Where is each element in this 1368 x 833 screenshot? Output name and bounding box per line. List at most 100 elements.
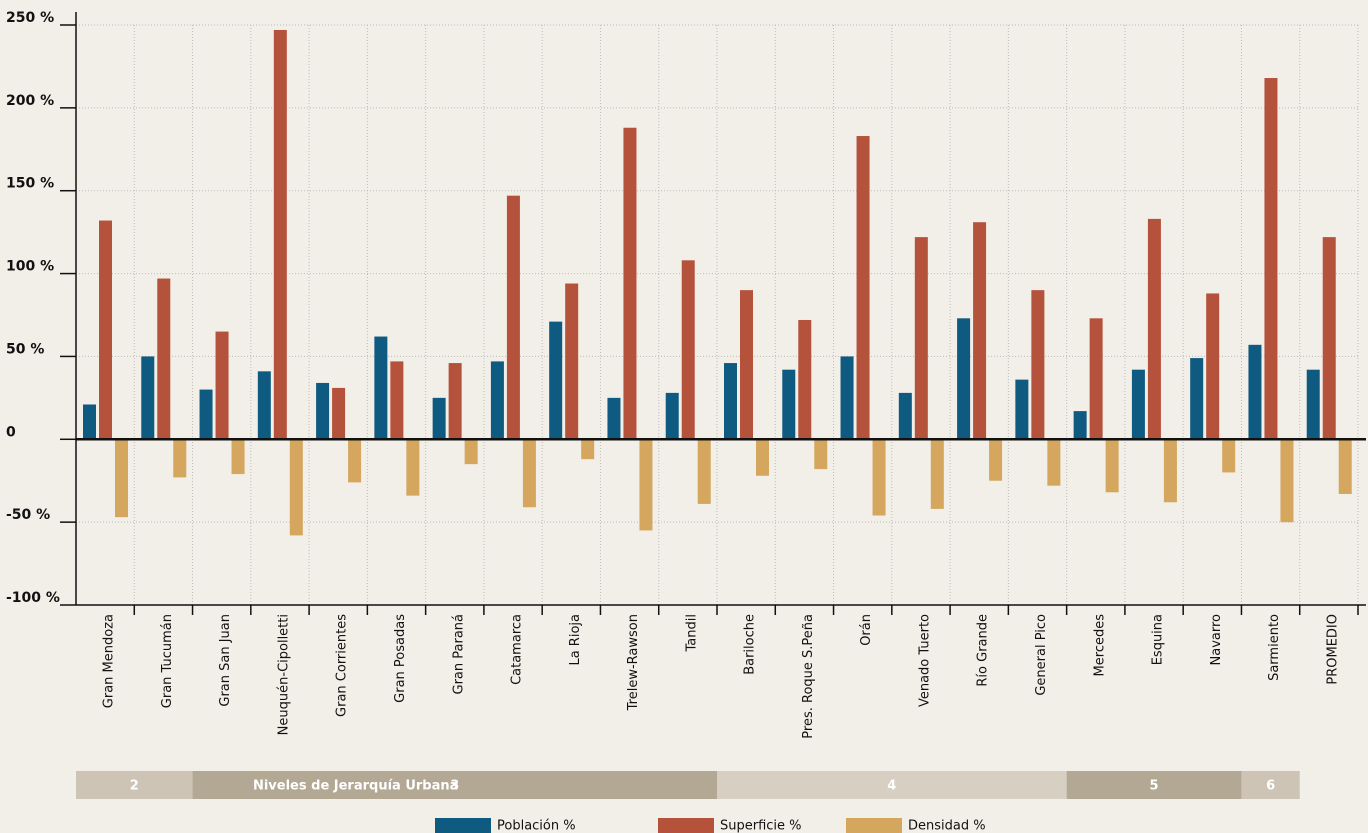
legend-swatch [846,818,902,833]
y-tick-label: 250 % [6,10,54,26]
bar [1163,439,1177,503]
bar [1047,439,1061,486]
bar [697,439,711,504]
x-tick-label: Tandil [684,614,699,652]
group-band [1241,771,1300,799]
x-tick-label: La Rioja [568,614,583,666]
bar [623,127,637,440]
bar [973,222,987,440]
bar [522,439,536,508]
bar [83,404,96,440]
x-tick-label: Gran Posadas [393,614,408,703]
bar [1280,439,1294,523]
x-tick-label: Mercedes [1092,614,1107,677]
bar [99,220,112,440]
bar [1322,237,1336,440]
legend-label: Población % [497,819,576,833]
group-label: 6 [1266,779,1275,794]
x-tick-label: Catamarca [510,614,525,685]
bar [273,29,287,440]
bar [332,387,346,440]
bar [348,439,362,483]
bar [581,439,595,460]
y-tick-label: 100 % [6,259,54,275]
legend-label: Superficie % [720,819,802,833]
group-label: 4 [887,779,896,794]
bar [930,439,944,509]
bar [681,260,695,440]
bar [1264,78,1278,440]
x-tick-label: Neuquén-Cipolletti [276,614,291,735]
y-tick-label: 150 % [6,176,54,192]
bar [782,369,796,440]
x-tick-label: Orán [859,614,874,646]
x-tick-label: Venado Tuerto [917,614,932,707]
bar [814,439,828,470]
bar [141,356,155,440]
x-tick-label: Gran Mendoza [102,614,117,708]
bar [1147,218,1161,440]
bar [665,392,679,440]
legend-swatch [435,818,491,833]
bar [115,439,128,518]
x-tick-label: Bariloche [743,614,758,675]
bar [1222,439,1236,473]
bar [565,283,579,440]
bar [1306,369,1320,440]
bar [1206,293,1220,440]
x-tick-label: Navarro [1209,614,1224,666]
bar [1131,369,1145,440]
x-tick-label: PROMEDIO [1325,614,1340,685]
bar [639,439,653,531]
bar [914,237,928,440]
x-tick-label: Gran San Juan [218,614,233,707]
x-tick-label: Gran Tucumán [160,614,175,708]
bar [257,371,271,440]
bar [506,195,520,440]
x-tick-label: Esquina [1151,614,1166,665]
bar [740,290,753,440]
group-label: 5 [1150,779,1159,794]
bar [840,356,854,440]
bar [1073,411,1087,440]
group-title: Niveles de Jerarquía Urbana [253,779,458,794]
group-label: 3 [450,779,459,794]
y-tick-label: -50 % [6,507,50,523]
bar [390,361,404,440]
x-tick-label: Trelew-Rawson [626,614,641,711]
bar [1031,290,1045,440]
x-tick-label: Río Grande [976,614,991,687]
bar [374,336,388,440]
bar [199,389,213,440]
y-tick-label: 50 % [6,341,44,357]
bar [157,278,171,440]
bar [1105,439,1119,493]
bar [724,363,737,440]
group-band [717,771,1067,799]
bar [215,331,229,440]
bar [448,363,462,440]
group-band [76,771,193,799]
bar [549,321,563,440]
bar [173,439,187,478]
bar [607,397,621,440]
group-band [1066,771,1242,799]
x-tick-label: Pres. Roque S.Peña [801,614,816,739]
bar [798,319,812,440]
x-tick-label: Sarmiento [1267,614,1282,681]
bar [464,439,478,465]
bar [406,439,420,496]
group-band [192,771,717,799]
y-tick-label: 200 % [6,93,54,109]
bar [898,392,912,440]
y-tick-label: 0 [6,424,16,440]
bar [490,361,504,440]
bar [1190,358,1204,440]
bar [856,136,870,440]
bar [1015,379,1029,440]
x-tick-label: Gran Corrientes [335,614,350,717]
bar [872,439,886,516]
y-tick-label: -100 % [6,590,60,606]
legend-swatch [658,818,714,833]
x-tick-label: General Pico [1034,614,1049,696]
